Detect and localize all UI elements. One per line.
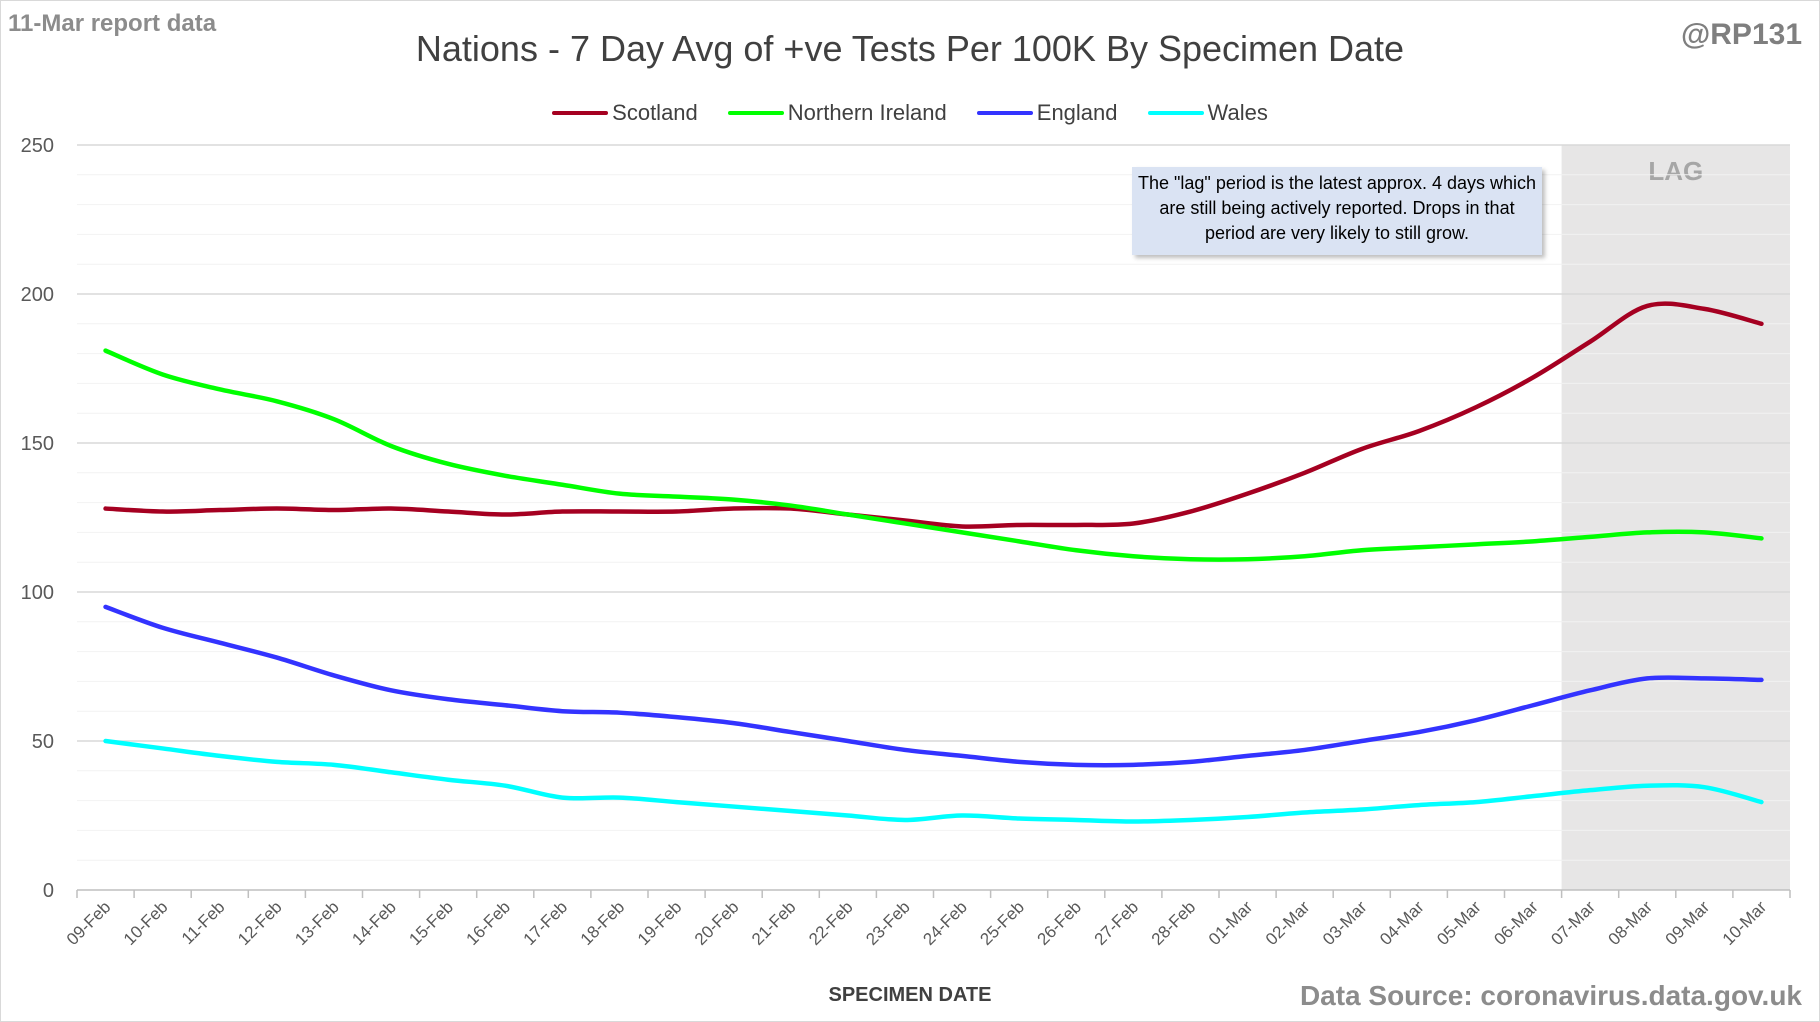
legend-item-wales: Wales <box>1147 100 1268 126</box>
x-tick-label: 24-Feb <box>919 897 971 949</box>
chart-title: Nations - 7 Day Avg of +ve Tests Per 100… <box>415 28 1405 69</box>
x-tick-label: 27-Feb <box>1091 897 1143 949</box>
report-date-label: 11-Mar report data <box>8 10 217 37</box>
legend-label-scotland: Scotland <box>612 100 698 125</box>
x-axis-title: SPECIMEN DATE <box>828 984 992 1006</box>
series-line-northern-ireland <box>103 348 1764 562</box>
x-tick-label: 21-Feb <box>748 897 800 949</box>
x-tick-label: 08-Mar <box>1605 897 1657 949</box>
x-tick-label: 14-Feb <box>348 897 400 949</box>
x-tick-label: 28-Feb <box>1148 897 1200 949</box>
legend-swatch-northern-ireland <box>727 111 784 115</box>
x-tick-label: 10-Mar <box>1719 897 1771 949</box>
series-line-scotland <box>103 301 1764 529</box>
x-tick-label: 26-Feb <box>1034 897 1086 949</box>
y-tick-label: 50 <box>32 731 54 753</box>
x-tick-label: 18-Feb <box>577 897 629 949</box>
x-tick-label: 22-Feb <box>805 897 857 949</box>
x-tick-label: 03-Mar <box>1319 897 1371 949</box>
y-tick-label: 100 <box>21 582 54 604</box>
legend: Scotland Northern Ireland England Wales <box>0 100 1820 126</box>
y-tick-label: 250 <box>21 135 54 157</box>
x-tick-label: 09-Feb <box>63 897 115 949</box>
x-tick-label: 11-Feb <box>178 897 229 948</box>
x-tick-label: 17-Feb <box>520 897 572 949</box>
legend-label-northern-ireland: Northern Ireland <box>787 100 947 125</box>
legend-swatch-wales <box>1147 111 1204 115</box>
x-tick-label: 07-Mar <box>1547 897 1599 949</box>
y-tick-label: 150 <box>21 433 54 455</box>
x-tick-label: 16-Feb <box>463 897 515 949</box>
y-tick-label: 0 <box>43 880 54 902</box>
legend-swatch-england <box>976 111 1033 115</box>
x-tick-label: 09-Mar <box>1662 897 1714 949</box>
x-tick-label: 02-Mar <box>1262 897 1314 949</box>
x-tick-label: 12-Feb <box>234 897 286 949</box>
x-tick-label: 13-Feb <box>291 897 343 949</box>
y-tick-label: 200 <box>21 284 54 306</box>
legend-item-northern-ireland: Northern Ireland <box>727 100 947 126</box>
series-line-wales <box>103 738 1764 824</box>
legend-label-england: England <box>1036 100 1118 125</box>
legend-swatch-scotland <box>552 111 609 115</box>
x-tick-label: 23-Feb <box>862 897 914 949</box>
x-tick-label: 20-Feb <box>691 897 743 949</box>
x-tick-label: 05-Mar <box>1433 897 1485 949</box>
legend-label-wales: Wales <box>1207 100 1268 125</box>
x-tick-label: 04-Mar <box>1376 897 1428 949</box>
x-tick-label: 25-Feb <box>976 897 1028 949</box>
series-line-england <box>103 604 1764 768</box>
lag-label: LAG <box>1648 156 1703 186</box>
legend-item-england: England <box>976 100 1118 126</box>
author-handle: @RP131 <box>1681 18 1802 51</box>
x-tick-label: 10-Feb <box>120 897 172 949</box>
data-source: Data Source: coronavirus.data.gov.uk <box>1299 980 1802 1011</box>
x-tick-label: 19-Feb <box>634 897 686 949</box>
legend-item-scotland: Scotland <box>552 100 698 126</box>
lag-region <box>1561 145 1790 890</box>
x-tick-label: 15-Feb <box>405 897 457 949</box>
lag-note: The "lag" period is the latest approx. 4… <box>1132 167 1542 255</box>
x-tick-label: 06-Mar <box>1490 897 1542 949</box>
x-tick-label: 01-Mar <box>1205 897 1257 949</box>
